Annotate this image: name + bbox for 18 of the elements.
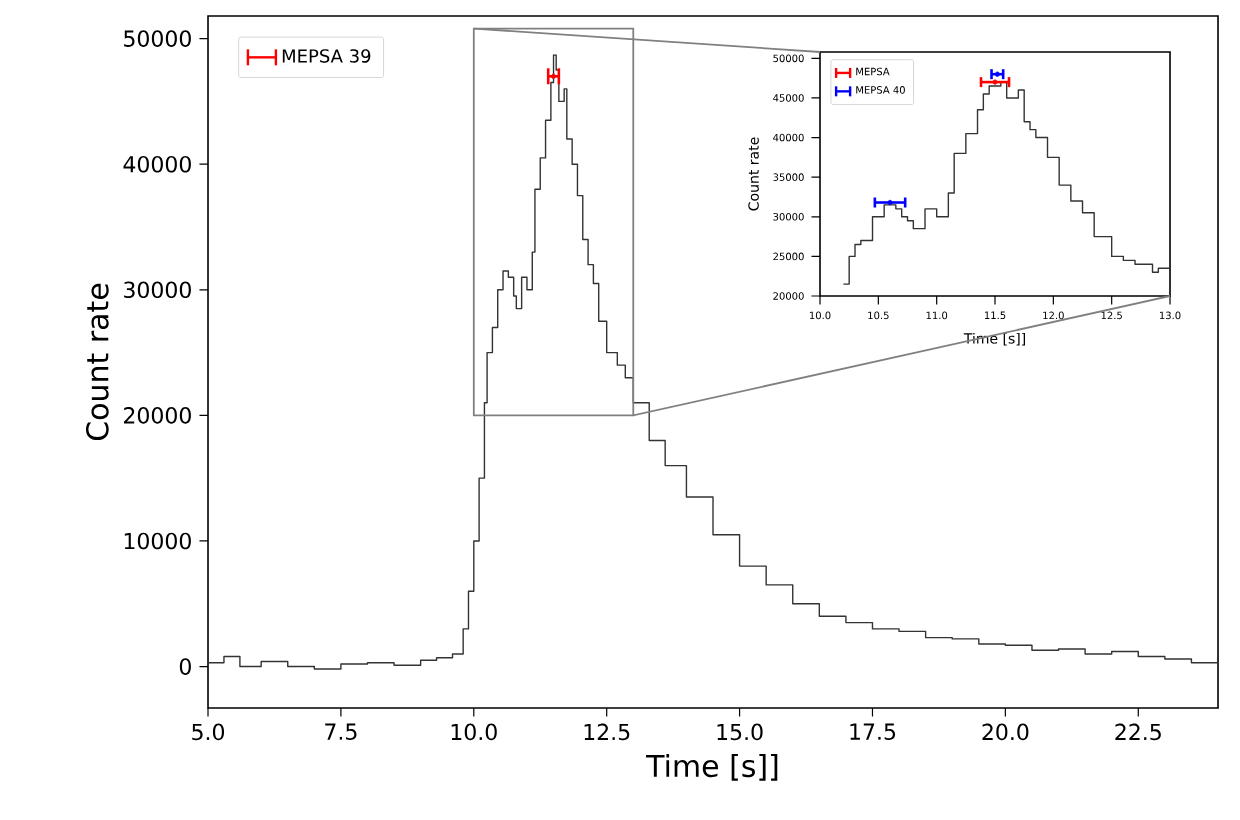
y-tick-label: 50000: [124, 30, 191, 47]
x-tick-label: 20.0: [982, 723, 1029, 741]
legend-label: MEPSA 39: [282, 49, 371, 63]
x-tick-label: 10.0: [451, 723, 497, 741]
x-tick-label: 15.0: [717, 723, 763, 741]
x-tick-label: 22.5: [1115, 723, 1161, 741]
y-tick-label: 10000: [124, 532, 191, 550]
y-tick-label: 40000: [123, 155, 191, 173]
x-tick-label: 17.5: [850, 723, 896, 740]
y-axis-title: Count rate: [85, 283, 109, 441]
y-tick-label: 20000: [124, 407, 191, 424]
x-tick-label: 7.5: [325, 723, 357, 740]
x-axis-title: Time [s]]: [646, 753, 778, 781]
x-tick-label: 5.0: [192, 723, 225, 741]
y-tick-label: 30000: [124, 281, 191, 299]
x-tick-label: 12.5: [584, 723, 630, 741]
y-tick-label: 0: [179, 658, 191, 675]
point: [887, 199, 893, 206]
